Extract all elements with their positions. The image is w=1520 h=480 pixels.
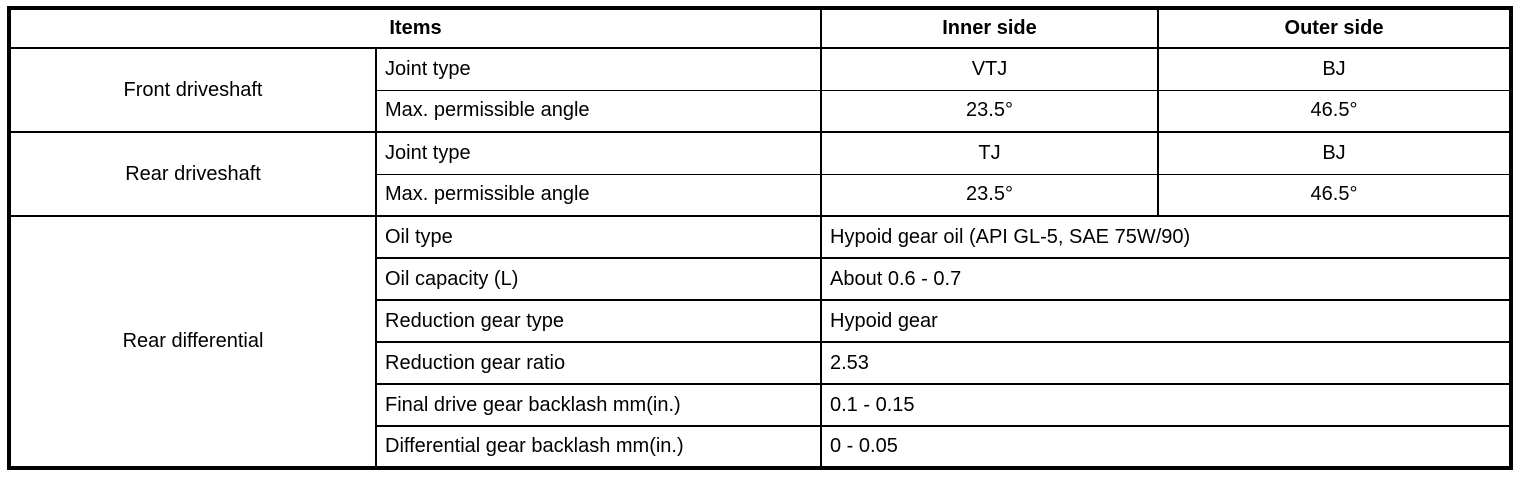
group-front-driveshaft: Front driveshaft xyxy=(8,47,377,133)
table-row: Front driveshaft Joint type VTJ BJ xyxy=(8,47,1512,133)
diff-reduction-gear-ratio-value: 2.53 xyxy=(820,341,1512,385)
front-joint-type-inner-value: VTJ xyxy=(820,47,1159,91)
group-rear-differential: Rear differential xyxy=(8,215,377,469)
table-row: Oil capacity (L) About 0.6 - 0.7 xyxy=(9,257,1512,301)
diff-oil-capacity-value: About 0.6 - 0.7 xyxy=(820,257,1512,301)
group-rear-driveshaft: Rear driveshaft xyxy=(8,131,377,217)
table-row: Max. permissible angle 23.5° 46.5° xyxy=(9,173,1512,217)
diff-oil-capacity-label: Oil capacity (L) xyxy=(375,257,822,301)
diff-gear-backlash-label: Differential gear backlash mm(in.) xyxy=(375,425,822,469)
table-row: Rear differential Oil type Hypoid gear o… xyxy=(8,215,1512,469)
header-items: Items xyxy=(8,7,822,49)
rear-max-angle-outer-value: 46.5° xyxy=(1157,173,1512,217)
rear-max-angle-label: Max. permissible angle xyxy=(375,173,822,217)
rear-joint-type-inner-value: TJ xyxy=(820,131,1159,175)
diff-reduction-gear-type-value: Hypoid gear xyxy=(820,299,1512,343)
diff-final-drive-backlash-value: 0.1 - 0.15 xyxy=(820,383,1512,427)
table-row: Differential gear backlash mm(in.) 0 - 0… xyxy=(9,425,1512,469)
table-row: Reduction gear ratio 2.53 xyxy=(9,341,1512,385)
front-max-angle-outer-value: 46.5° xyxy=(1157,89,1512,133)
diff-oil-type-value: Hypoid gear oil (API GL-5, SAE 75W/90) xyxy=(820,215,1512,259)
table-row: Final drive gear backlash mm(in.) 0.1 - … xyxy=(9,383,1512,427)
front-joint-type-outer-value: BJ xyxy=(1157,47,1512,91)
rear-max-angle-inner-value: 23.5° xyxy=(820,173,1159,217)
front-max-angle-inner-value: 23.5° xyxy=(820,89,1159,133)
header-inner-side: Inner side xyxy=(820,7,1159,49)
header-outer-side: Outer side xyxy=(1157,7,1512,49)
table-row: Max. permissible angle 23.5° 46.5° xyxy=(9,89,1512,133)
table-row: Rear driveshaft Joint type TJ BJ xyxy=(8,131,1512,217)
front-max-angle-label: Max. permissible angle xyxy=(375,89,822,133)
table-row: Reduction gear type Hypoid gear xyxy=(9,299,1512,343)
table-header-row: Items Inner side Outer side xyxy=(8,7,1512,49)
diff-reduction-gear-type-label: Reduction gear type xyxy=(375,299,822,343)
front-joint-type-label: Joint type xyxy=(375,47,822,91)
diff-oil-type-label: Oil type xyxy=(375,215,822,259)
diff-reduction-gear-ratio-label: Reduction gear ratio xyxy=(375,341,822,385)
diff-gear-backlash-value: 0 - 0.05 xyxy=(820,425,1512,469)
rear-joint-type-label: Joint type xyxy=(375,131,822,175)
driveshaft-differential-spec-table: Items Inner side Outer side Front drives… xyxy=(7,6,1513,470)
rear-joint-type-outer-value: BJ xyxy=(1157,131,1512,175)
diff-final-drive-backlash-label: Final drive gear backlash mm(in.) xyxy=(375,383,822,427)
